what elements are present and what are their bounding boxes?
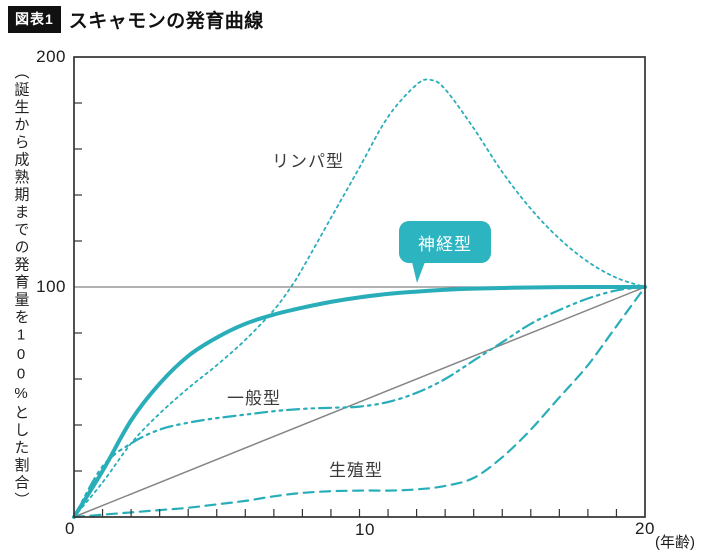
y-tick-100: 100 [36,277,66,296]
genital-curve-label: 生殖型 [329,461,383,480]
speech-bubble-tail [412,262,425,283]
general-curve-label: 一般型 [227,389,281,408]
neural-curve-label: 神経型 [418,234,472,254]
y-tick-200: 200 [36,47,66,66]
x-tick-10: 10 [355,520,375,539]
lymphoid-curve-label: リンパ型 [272,152,344,171]
series-lymphoid-curve [73,78,646,518]
series-general-curve [72,285,647,519]
figure-number-badge: 図表1 [8,6,61,33]
series-genital-curve [72,285,647,519]
series-neural-curve [72,284,647,519]
neural-speech-bubble: 神経型 [399,221,491,283]
linear-reference-line [73,286,646,518]
figure-header: 図表1 スキャモンの発育曲線 [8,6,264,33]
figure-title: スキャモンの発育曲線 [68,11,264,32]
x-tick-20: 20 [635,519,655,538]
y-axis-label-wrap: （誕生から成熟期までの発育量を100%とした割合） [8,57,34,517]
origin-tick-0: 0 [65,519,75,538]
y-axis-label: （誕生から成熟期までの発育量を100%とした割合） [12,64,30,510]
x-axis-unit-label: (年齢) [655,534,695,551]
